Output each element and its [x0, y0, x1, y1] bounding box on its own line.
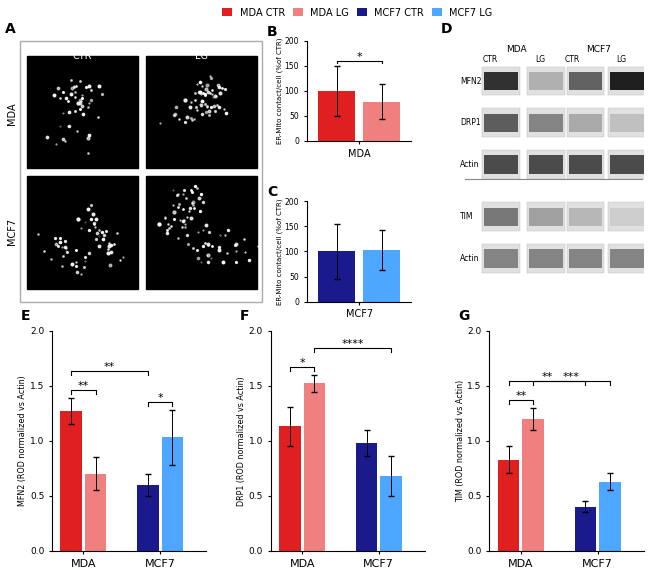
- Text: **: **: [515, 391, 526, 401]
- Bar: [484, 208, 518, 226]
- Text: *: *: [300, 358, 305, 368]
- Bar: [482, 67, 520, 96]
- Text: LG: LG: [536, 55, 545, 64]
- Bar: [523, 419, 544, 551]
- Bar: [608, 244, 645, 273]
- Bar: [527, 67, 565, 96]
- Bar: [482, 202, 520, 231]
- Bar: [610, 208, 644, 226]
- Bar: [569, 249, 603, 268]
- Bar: [608, 202, 645, 231]
- Text: MCF7: MCF7: [586, 45, 611, 53]
- Bar: [498, 459, 519, 551]
- Bar: [85, 474, 107, 551]
- Text: DRP1: DRP1: [460, 118, 480, 128]
- Text: **: **: [78, 381, 89, 391]
- Bar: [608, 150, 645, 179]
- Text: Actin: Actin: [460, 254, 479, 263]
- Bar: [484, 249, 518, 268]
- Bar: [599, 481, 621, 551]
- Text: C: C: [267, 185, 277, 199]
- Text: TIM: TIM: [460, 212, 473, 222]
- Text: G: G: [459, 309, 470, 322]
- Bar: [484, 72, 518, 90]
- Bar: [279, 426, 300, 551]
- Y-axis label: MFN2 (ROD normalized vs Actin): MFN2 (ROD normalized vs Actin): [18, 375, 27, 506]
- Bar: [529, 72, 563, 90]
- Bar: [137, 485, 159, 551]
- Bar: [482, 108, 520, 137]
- Bar: [569, 208, 603, 226]
- Bar: [304, 383, 325, 551]
- Bar: [567, 67, 604, 96]
- Text: **: **: [541, 372, 552, 382]
- Text: ***: ***: [563, 372, 580, 382]
- Bar: [529, 114, 563, 132]
- Text: LG: LG: [616, 55, 626, 64]
- Bar: [380, 476, 402, 551]
- Bar: [610, 155, 644, 174]
- Text: MDA: MDA: [7, 102, 17, 125]
- Bar: [482, 150, 520, 179]
- Bar: [146, 176, 257, 289]
- Text: CTR: CTR: [73, 51, 92, 61]
- Bar: [527, 108, 565, 137]
- Text: F: F: [240, 309, 250, 322]
- Bar: [610, 72, 644, 90]
- Legend: MDA CTR, MDA LG, MCF7 CTR, MCF7 LG: MDA CTR, MDA LG, MCF7 CTR, MCF7 LG: [218, 3, 497, 21]
- Text: Actin: Actin: [460, 160, 479, 169]
- Bar: [529, 249, 563, 268]
- Y-axis label: ER-Mito contact/cell (%of CTR): ER-Mito contact/cell (%of CTR): [277, 198, 283, 304]
- Bar: [482, 244, 520, 273]
- Bar: [363, 102, 400, 141]
- Bar: [27, 56, 138, 168]
- Y-axis label: ER-Mito contact/cell (%of CTR): ER-Mito contact/cell (%of CTR): [277, 38, 283, 144]
- Text: CTR: CTR: [482, 55, 497, 64]
- Bar: [527, 244, 565, 273]
- Text: ****: ****: [341, 339, 364, 349]
- Bar: [527, 202, 565, 231]
- Bar: [27, 176, 138, 289]
- Text: D: D: [441, 22, 452, 36]
- Y-axis label: TIM (ROD normalized vs Actin): TIM (ROD normalized vs Actin): [456, 380, 465, 502]
- Text: E: E: [21, 309, 31, 322]
- Text: MDA: MDA: [506, 45, 526, 53]
- Text: MFN2: MFN2: [460, 77, 481, 86]
- Bar: [363, 251, 400, 302]
- Bar: [569, 72, 603, 90]
- Bar: [484, 114, 518, 132]
- Text: **: **: [104, 362, 115, 372]
- Bar: [569, 114, 603, 132]
- Text: *: *: [356, 52, 362, 61]
- Bar: [567, 108, 604, 137]
- Bar: [567, 202, 604, 231]
- Text: *: *: [157, 393, 163, 403]
- Bar: [146, 56, 257, 168]
- Bar: [529, 155, 563, 174]
- Bar: [484, 155, 518, 174]
- Bar: [610, 249, 644, 268]
- Bar: [608, 108, 645, 137]
- Bar: [608, 67, 645, 96]
- Text: CTR: CTR: [565, 55, 580, 64]
- Bar: [162, 437, 183, 551]
- Bar: [575, 507, 596, 551]
- Bar: [610, 114, 644, 132]
- Bar: [529, 208, 563, 226]
- Text: A: A: [5, 22, 16, 36]
- Bar: [356, 443, 377, 551]
- Bar: [527, 150, 565, 179]
- Bar: [318, 91, 356, 141]
- Text: B: B: [267, 24, 278, 39]
- Bar: [60, 411, 82, 551]
- Y-axis label: DRP1 (ROD normalized vs Actin): DRP1 (ROD normalized vs Actin): [237, 376, 246, 506]
- Bar: [567, 244, 604, 273]
- Bar: [567, 150, 604, 179]
- Bar: [318, 251, 356, 302]
- Text: LG: LG: [195, 51, 208, 61]
- Bar: [569, 155, 603, 174]
- Text: MCF7: MCF7: [7, 218, 17, 245]
